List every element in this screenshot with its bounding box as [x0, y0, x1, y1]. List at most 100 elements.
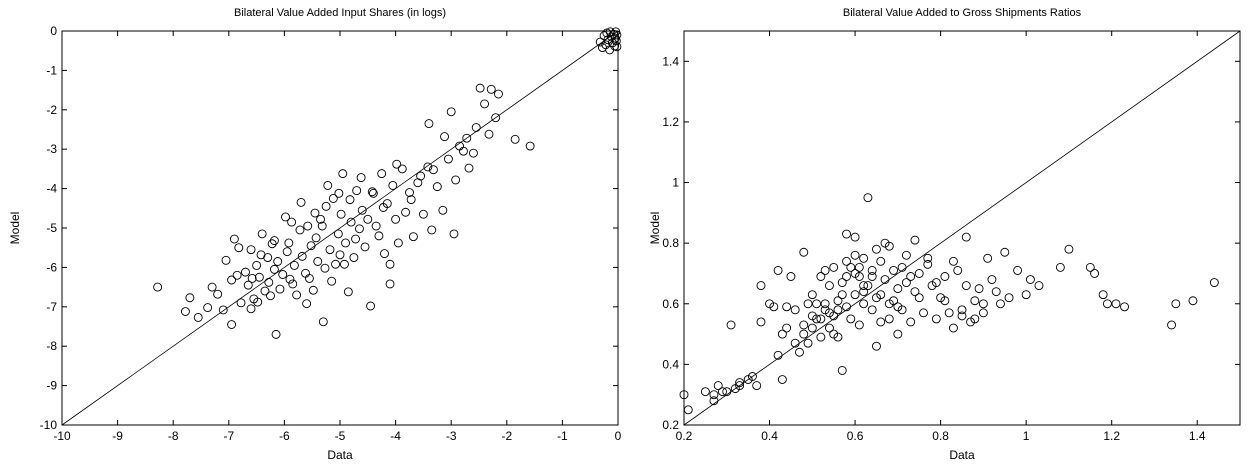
data-point	[325, 245, 335, 255]
data-point	[859, 281, 869, 291]
data-point	[341, 238, 351, 248]
x-axis-label: Data	[949, 448, 975, 462]
data-point	[378, 203, 388, 212]
data-point	[1085, 262, 1095, 272]
data-point	[944, 308, 954, 318]
data-point	[392, 159, 402, 169]
data-point	[256, 250, 266, 260]
data-point	[446, 107, 456, 117]
y-tick-label: 0.4	[662, 357, 679, 371]
data-point	[1171, 299, 1181, 309]
data-point	[837, 365, 847, 375]
chart-input-shares: Bilateral Value Added Input Shares (in l…	[8, 7, 622, 462]
data-point	[842, 272, 851, 281]
data-point	[948, 323, 958, 333]
chart-gross-shipments-ratios: Bilateral Value Added to Gross Shipments…	[648, 7, 1241, 462]
data-point	[889, 265, 899, 275]
data-point	[254, 272, 264, 282]
data-point	[264, 277, 274, 287]
data-point	[842, 256, 851, 266]
data-point	[408, 232, 418, 242]
y-tick-label: -10	[40, 418, 58, 432]
y-tick-label: 1.2	[662, 115, 679, 129]
data-point	[345, 195, 355, 205]
data-point	[893, 329, 903, 339]
data-point	[923, 259, 933, 269]
data-point	[246, 304, 256, 314]
data-point	[335, 250, 345, 260]
data-point	[323, 180, 333, 190]
data-point	[931, 314, 941, 324]
x-tick-label: -6	[279, 429, 290, 443]
data-point	[471, 123, 481, 132]
data-point	[612, 42, 622, 52]
y-axis-label: Model	[8, 212, 22, 245]
data-point	[385, 259, 395, 269]
data-point	[338, 169, 348, 179]
x-tick-label: -5	[335, 429, 346, 443]
data-point	[833, 296, 843, 306]
data-point	[820, 265, 830, 275]
data-point	[391, 214, 401, 224]
data-point	[339, 259, 349, 269]
data-point	[267, 239, 277, 249]
data-point	[494, 89, 503, 99]
data-point	[837, 290, 847, 300]
data-point	[1209, 278, 1219, 288]
data-point	[458, 146, 468, 156]
data-point	[880, 238, 890, 248]
data-point	[846, 314, 856, 324]
data-point	[876, 317, 886, 327]
y-tick-label: 0.8	[662, 236, 679, 250]
ticks: 0.2 0.4 0.6 0.8 1 1.2 1.4 0.2 0.4 0.6 0.8 1 1.2 1.4	[662, 31, 1240, 443]
data-point	[443, 154, 453, 164]
data-point	[349, 253, 359, 262]
data-point	[229, 234, 239, 244]
data-point	[777, 375, 787, 384]
data-point	[718, 387, 727, 397]
data-point	[401, 207, 411, 217]
data-point	[310, 208, 320, 218]
data-point	[317, 221, 327, 231]
data-point	[799, 247, 809, 257]
data-point	[333, 229, 343, 239]
data-point	[367, 187, 377, 197]
data-point	[854, 320, 864, 330]
data-point	[1013, 265, 1023, 275]
data-point	[397, 164, 407, 174]
data-point	[901, 250, 911, 260]
data-point	[295, 225, 305, 235]
data-point	[931, 278, 941, 288]
y-tick-label: 0.2	[662, 418, 679, 432]
data-point	[207, 282, 217, 292]
data-point	[603, 35, 613, 45]
chart-title: Bilateral Value Added Input Shares (in l…	[234, 7, 446, 19]
data-point	[824, 281, 834, 291]
ticks: -10 -9 -8 -7 -6 -5 -4 -3 -2 -1 0-10-9-8-7-6-5-4-3-…	[40, 24, 622, 443]
data-point	[180, 307, 190, 316]
data-point	[227, 320, 237, 329]
data-point	[480, 99, 490, 109]
x-axis-label: Data	[327, 448, 353, 462]
data-point	[948, 256, 958, 266]
data-point	[1167, 320, 1177, 330]
data-point	[897, 262, 907, 272]
data-point	[906, 317, 916, 327]
data-point	[611, 36, 621, 46]
data-point	[302, 299, 312, 309]
data-point	[940, 296, 950, 306]
data-point	[218, 305, 228, 315]
data-point	[366, 301, 376, 311]
x-tick-label: 1	[1023, 429, 1030, 443]
data-point	[346, 217, 356, 227]
data-point	[961, 232, 971, 242]
data-point	[271, 329, 281, 339]
data-point	[303, 221, 313, 231]
data-point	[285, 274, 295, 284]
data-point	[893, 284, 903, 294]
data-point	[859, 253, 869, 263]
data-point	[193, 312, 203, 322]
data-point	[777, 329, 787, 339]
data-point	[525, 141, 535, 151]
y-tick-label: 0	[50, 24, 57, 38]
